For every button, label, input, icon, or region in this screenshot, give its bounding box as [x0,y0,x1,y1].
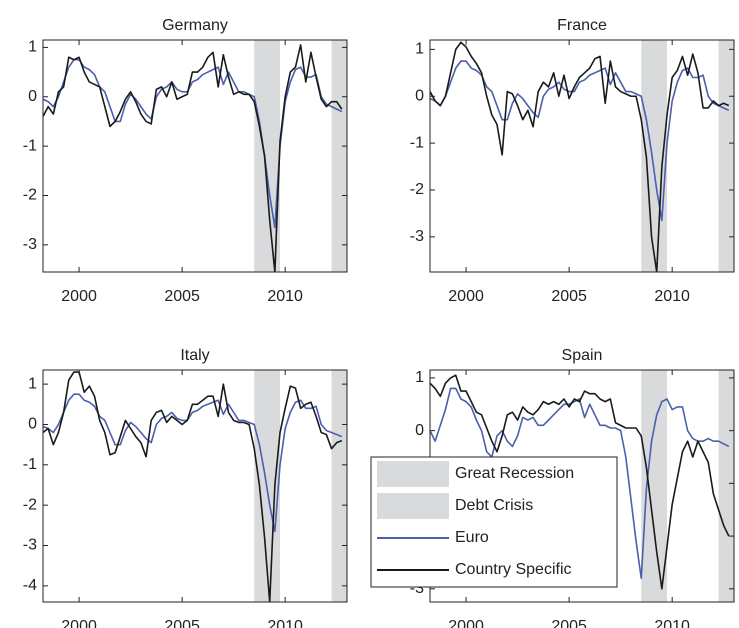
x-tick-label: 2005 [551,618,587,628]
legend-label: Debt Crisis [455,497,533,514]
series-line [43,58,343,229]
x-tick-label: 2005 [164,288,200,305]
series-line [430,41,730,272]
series-line [43,44,343,272]
y-tick-label: -2 [410,181,424,198]
y-tick-label: -2 [23,187,37,204]
y-tick-label: -1 [23,137,37,154]
legend-label: Euro [455,529,489,546]
series-line [430,374,730,590]
shaded-period [641,370,668,602]
y-tick-label: 0 [415,87,424,104]
x-tick-label: 2010 [654,288,690,305]
series-line [43,371,343,602]
y-tick-label: -4 [23,577,37,594]
y-tick-label: -3 [410,228,424,245]
x-tick-label: 2000 [61,618,97,628]
shaded-period [718,370,734,602]
plot-area [430,40,734,272]
axes-box [429,39,735,273]
plot-area [430,370,734,602]
plot-area [43,40,347,272]
axes-box [42,39,348,273]
panel-title: Germany [162,17,228,34]
shaded-period [718,40,734,272]
y-tick-label: 1 [415,369,424,386]
x-tick-label: 2005 [164,618,200,628]
x-tick-label: 2010 [654,618,690,628]
y-tick-label: 0 [28,416,37,433]
shaded-period [331,40,347,272]
series-line [430,60,730,222]
series-line [430,387,730,580]
y-tick-label: -2 [23,496,37,513]
x-tick-label: 2000 [61,288,97,305]
y-tick-label: 0 [415,422,424,439]
x-tick-label: 2000 [448,288,484,305]
y-tick-label: 0 [28,88,37,105]
shaded-period [331,370,347,602]
series-line [43,393,343,533]
y-tick-label: 1 [28,39,37,56]
x-tick-label: 2005 [551,288,587,305]
y-tick-label: -3 [23,236,37,253]
legend-swatch [377,493,449,519]
y-tick-label: -1 [410,134,424,151]
y-tick-label: 1 [415,41,424,58]
y-tick-label: 1 [28,375,37,392]
panel-title: Spain [562,347,603,364]
x-tick-label: 2010 [267,288,303,305]
axes-box [42,369,348,603]
y-tick-label: -1 [23,456,37,473]
legend-label: Country Specific [455,561,572,578]
panel-title: Italy [180,347,209,364]
x-tick-label: 2000 [448,618,484,628]
x-tick-label: 2010 [267,618,303,628]
y-tick-label: -3 [23,537,37,554]
legend-label: Great Recession [455,465,574,482]
panel-title: France [557,17,607,34]
plot-area [43,370,347,602]
legend-swatch [377,461,449,487]
